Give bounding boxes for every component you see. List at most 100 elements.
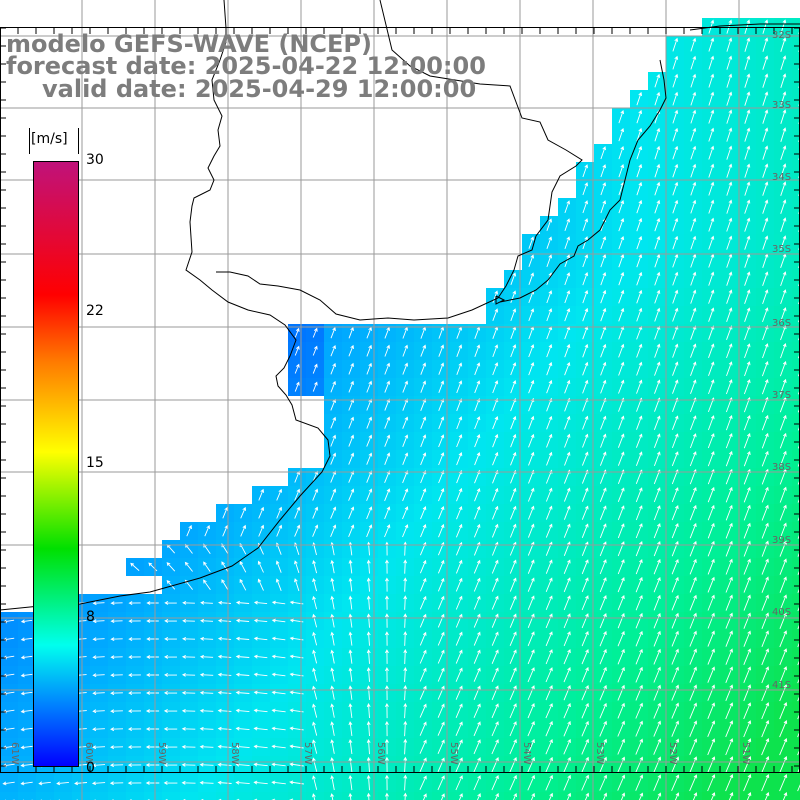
wind-arrow (312, 667, 318, 682)
wind-arrow (366, 380, 373, 393)
wind-arrow (725, 433, 733, 449)
wind-arrow (725, 576, 733, 593)
wind-arrow (509, 757, 517, 773)
wind-cell (432, 792, 450, 800)
wind-arrow (330, 775, 335, 791)
wind-arrow (473, 613, 481, 628)
wind-arrow (581, 649, 589, 665)
wind-arrow (510, 344, 517, 358)
wind-arrow (620, 792, 626, 800)
wind-arrow (564, 415, 571, 430)
wind-arrow (146, 673, 159, 677)
wind-arrow (762, 307, 769, 323)
wind-arrow (366, 488, 373, 501)
wind-arrow (672, 145, 679, 160)
wind-arrow (403, 559, 408, 574)
wind-cell (180, 792, 198, 800)
wind-arrow (726, 163, 733, 178)
wind-arrow (271, 798, 276, 800)
wind-arrow (618, 200, 625, 214)
wind-arrow (110, 745, 124, 750)
wind-arrow (726, 217, 733, 232)
wind-arrow (617, 433, 625, 448)
wind-arrow (420, 524, 427, 538)
wind-arrow (636, 181, 643, 196)
wind-arrow (546, 379, 553, 394)
wind-arrow (617, 702, 625, 719)
wind-arrow (636, 199, 643, 214)
lat-label: 37S (772, 390, 792, 401)
wind-arrow (671, 612, 679, 629)
wind-arrow (654, 307, 661, 322)
wind-arrow (726, 307, 733, 322)
wind-arrow (253, 708, 268, 713)
wind-arrow (636, 127, 643, 142)
wind-arrow (419, 739, 427, 754)
colorbar-unit-frame (29, 128, 79, 154)
wind-arrow (743, 432, 751, 449)
wind-cell (792, 540, 800, 558)
wind-arrow (545, 703, 553, 719)
wind-arrow (492, 344, 499, 358)
wind-arrow (546, 361, 553, 376)
wind-arrow (348, 488, 355, 501)
wind-arrow (689, 774, 698, 792)
wind-arrow (217, 636, 232, 641)
wind-arrow (618, 361, 625, 376)
colorbar-tick-22: 22 (86, 303, 104, 319)
wind-arrow (566, 792, 572, 800)
lat-label: 40S (772, 607, 792, 618)
wind-arrow (20, 727, 33, 732)
wind-arrow (348, 757, 353, 773)
wind-arrow (617, 648, 625, 665)
wind-arrow (366, 326, 372, 339)
wind-arrow (348, 703, 353, 718)
wind-arrow (690, 91, 697, 106)
wind-arrow (744, 55, 751, 70)
wind-arrow (707, 756, 716, 774)
wind-arrow (689, 720, 698, 737)
wind-arrow (690, 163, 697, 178)
wind-arrow (690, 271, 697, 286)
wind-arrow (726, 145, 733, 160)
wind-arrow (725, 486, 733, 503)
wind-arrow (402, 452, 409, 465)
wind-arrow (527, 523, 535, 538)
wind-arrow (384, 344, 390, 357)
wind-arrow (690, 55, 697, 70)
wind-arrow (145, 727, 160, 731)
wind-arrow (545, 649, 553, 665)
wind-arrow (221, 579, 229, 591)
wind-arrow (653, 576, 661, 593)
wind-arrow (600, 200, 607, 214)
wind-arrow (402, 380, 409, 393)
wind-cell (792, 252, 800, 270)
wind-arrow (420, 434, 427, 448)
wind-arrow (510, 415, 517, 430)
wind-arrow (366, 416, 373, 429)
wind-arrow (289, 780, 304, 785)
wind-arrow (510, 308, 517, 322)
wind-arrow (200, 600, 213, 605)
wind-arrow (654, 379, 661, 394)
wind-cell (72, 792, 90, 800)
wind-arrow (312, 793, 316, 800)
wind-arrow (276, 488, 283, 501)
wind-arrow (455, 649, 463, 664)
wind-arrow (509, 631, 517, 646)
wind-cell (792, 72, 800, 90)
lon-label: 51W (740, 742, 751, 765)
wind-arrow (164, 655, 178, 659)
wind-arrow (671, 630, 679, 647)
wind-arrow (653, 612, 661, 629)
wind-arrow (366, 595, 371, 610)
wind-arrow (762, 217, 769, 232)
wind-arrow (599, 595, 607, 611)
wind-arrow (653, 523, 661, 539)
wind-arrow (707, 720, 716, 737)
wind-arrow (564, 451, 571, 466)
wind-arrow (743, 504, 751, 521)
wind-arrow (548, 792, 553, 800)
wind-arrow (797, 586, 800, 593)
wind-arrow (146, 637, 159, 641)
